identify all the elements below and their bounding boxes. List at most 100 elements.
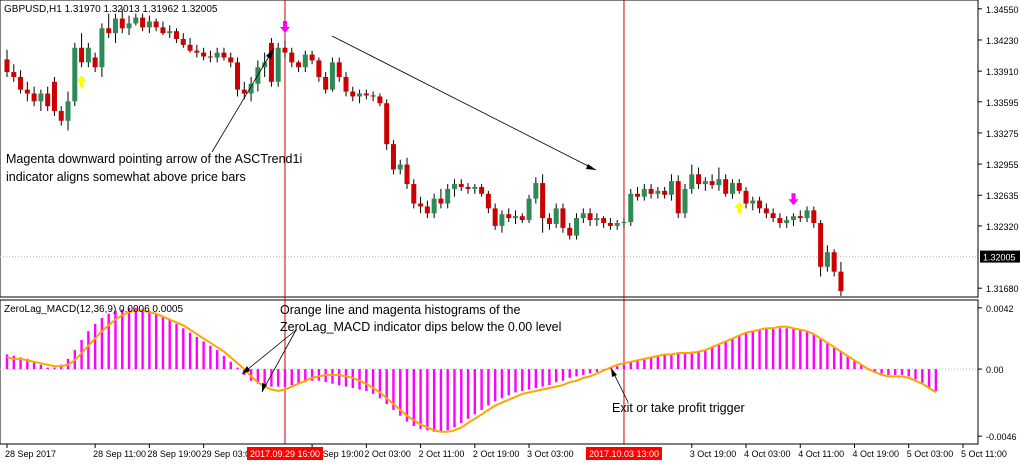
candle-body: [343, 76, 349, 92]
price-tick-label: 1.32635: [986, 191, 1019, 201]
candle-body: [18, 76, 24, 90]
candle-body: [404, 164, 410, 185]
histogram-bar: [365, 369, 368, 391]
histogram-bar: [853, 360, 856, 370]
histogram-bar: [5, 354, 9, 370]
candle-body: [241, 89, 247, 94]
down-arrow-icon: [279, 20, 290, 33]
histogram-bar: [182, 328, 185, 370]
candle-body: [587, 213, 593, 221]
histogram-bar: [195, 337, 199, 370]
histogram-bar: [582, 369, 585, 375]
histogram-bar: [215, 350, 219, 370]
time-tick-label: 4 Oct 03:00: [744, 449, 791, 459]
candle-body: [607, 222, 613, 226]
time-tick-label: 4 Oct 11:00: [798, 449, 844, 459]
macd-tick-label: 0.00: [986, 365, 1004, 375]
candle-body: [451, 184, 457, 189]
histogram-bar: [521, 369, 524, 391]
time-tick-label: 5 Oct 11:00: [961, 449, 1007, 459]
candle-body: [506, 214, 512, 219]
histogram-bar: [338, 369, 341, 386]
histogram-bar: [649, 357, 653, 370]
candle-body: [221, 52, 227, 58]
histogram-bar: [704, 350, 707, 370]
price-tick-label: 1.33275: [986, 129, 1019, 139]
exit-note: Exit or take profit trigger: [612, 401, 745, 415]
histogram-bar: [270, 369, 273, 387]
candle-body: [818, 222, 824, 267]
histogram-bar: [32, 361, 36, 370]
time-tick-label: 2 Oct 11:00: [419, 449, 465, 459]
histogram-bar: [236, 367, 239, 370]
candle-body: [336, 62, 342, 77]
down-arrow-icon: [788, 193, 799, 206]
candle-body: [499, 214, 505, 226]
candle-body: [92, 57, 98, 68]
macd-header: ZeroLag_MACD(12,36,9) 0.0006 0.0005: [4, 304, 183, 315]
candle-body: [296, 62, 302, 68]
candle-body: [65, 101, 71, 121]
histogram-bar: [616, 366, 619, 370]
histogram-bar: [304, 369, 307, 383]
histogram-bar: [480, 369, 483, 410]
candle-body: [458, 184, 464, 187]
candle-body: [784, 220, 790, 223]
marker-time-badge: [585, 447, 662, 460]
histogram-bar: [595, 369, 599, 372]
histogram-bar: [344, 369, 348, 387]
histogram-bar: [527, 369, 531, 390]
time-tick-label: 29 Sep 19:00: [310, 449, 364, 459]
histogram-bar: [873, 369, 877, 372]
histogram-bar: [500, 369, 504, 399]
histogram-bar: [161, 316, 165, 370]
candle-body: [553, 208, 559, 224]
histogram-bar: [317, 369, 321, 381]
histogram-bar: [310, 369, 314, 381]
candle-body: [275, 47, 281, 82]
arrowhead-icon: [586, 164, 596, 170]
histogram-bar: [297, 369, 300, 384]
histogram-bar: [154, 313, 158, 370]
candle-body: [601, 218, 607, 223]
histogram-bar: [405, 369, 409, 422]
histogram-bar: [758, 329, 761, 370]
candle-body: [214, 52, 220, 58]
marker-time-badge: [246, 447, 323, 460]
candle-body: [31, 93, 37, 102]
histogram-bar: [168, 319, 171, 370]
candle-body: [635, 193, 641, 197]
candle-body: [390, 144, 396, 170]
histogram-bar: [575, 369, 578, 377]
time-tick-label: 28 Sep 11:00: [93, 449, 146, 459]
candle-body: [465, 186, 471, 189]
candle-body: [513, 216, 518, 219]
candle-body: [729, 183, 735, 194]
candle-body: [750, 200, 756, 204]
histogram-bar: [175, 323, 178, 370]
arrowhead-icon: [611, 368, 617, 377]
time-axis: 28 Sep 2017 28 Sep 11:00 28 Sep 19:00 29 Se…: [0, 443, 1007, 460]
histogram-bar: [921, 369, 924, 384]
asctrend-pointer-line: [211, 47, 275, 153]
candle-body: [384, 103, 390, 145]
candle-body: [309, 54, 315, 61]
price-tick-label: 1.32955: [986, 160, 1019, 170]
histogram-bar: [222, 355, 226, 370]
macd-note-line-1: Orange line and magenta histograms of th…: [280, 303, 520, 317]
candle-body: [831, 252, 837, 272]
candle-body: [540, 183, 546, 219]
histogram-bar: [12, 355, 15, 370]
candle-body: [804, 210, 810, 219]
candle-body: [133, 17, 139, 24]
histogram-bar: [371, 369, 375, 394]
candle-body: [106, 28, 112, 34]
candle-body: [445, 188, 451, 204]
candle-body: [370, 95, 376, 97]
candle-body: [187, 44, 193, 51]
histogram-bar: [100, 318, 104, 370]
histogram-bar: [588, 369, 592, 374]
time-tick-label: 2 Oct 19:00: [473, 449, 520, 459]
candle-body: [316, 60, 322, 77]
candle-body: [580, 213, 586, 219]
